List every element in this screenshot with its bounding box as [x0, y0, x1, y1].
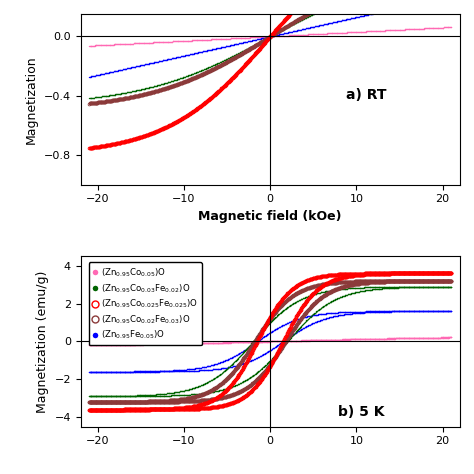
Y-axis label: Magnetization: Magnetization [25, 55, 38, 144]
Legend: (Zn$_{0.95}$Co$_{0.05}$)O, (Zn$_{0.95}$Co$_{0.03}$Fe$_{0.02}$)O, (Zn$_{0.95}$Co$: (Zn$_{0.95}$Co$_{0.05}$)O, (Zn$_{0.95}$C… [89, 262, 202, 346]
Text: a) RT: a) RT [346, 89, 386, 102]
Y-axis label: Magnetization (emu/g): Magnetization (emu/g) [36, 270, 49, 412]
X-axis label: Magnetic field (kOe): Magnetic field (kOe) [199, 210, 342, 223]
Text: b) 5 K: b) 5 K [338, 405, 385, 419]
